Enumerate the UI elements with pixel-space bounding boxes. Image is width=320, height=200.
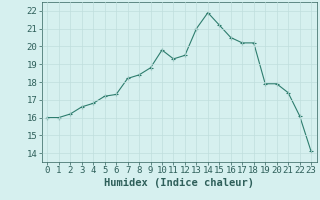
X-axis label: Humidex (Indice chaleur): Humidex (Indice chaleur) <box>104 178 254 188</box>
